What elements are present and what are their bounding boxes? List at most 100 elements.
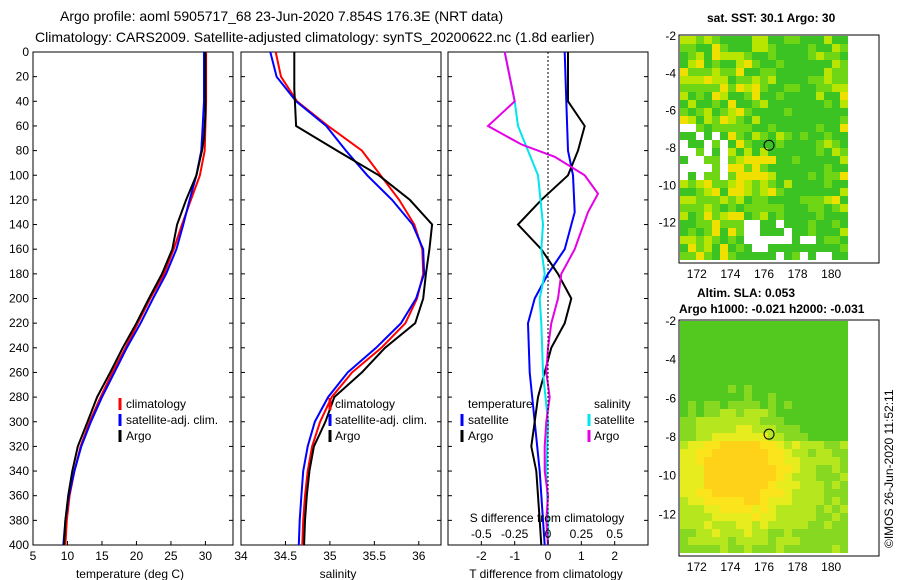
heatmap-cell <box>728 196 736 204</box>
heatmap-cell <box>784 537 792 545</box>
heatmap-cell <box>800 481 808 489</box>
heatmap-cell <box>712 441 720 449</box>
heatmap-cell <box>736 244 744 252</box>
heatmap-cell <box>680 188 688 196</box>
heatmap-cell <box>744 124 752 132</box>
heatmap-cell <box>784 140 792 148</box>
heatmap-cell <box>784 521 792 529</box>
heatmap-cell <box>840 337 848 345</box>
heatmap-cell <box>752 505 760 513</box>
heatmap-cell <box>816 92 824 100</box>
heatmap-cell <box>760 252 768 260</box>
heatmap-cell <box>816 196 824 204</box>
heatmap-cell <box>792 409 800 417</box>
heatmap-cell <box>800 353 808 361</box>
heatmap-cell <box>744 180 752 188</box>
heatmap-cell <box>704 513 712 521</box>
heatmap-cell <box>760 449 768 457</box>
heatmap-cell <box>776 140 784 148</box>
heatmap-cell <box>800 473 808 481</box>
heatmap-cell <box>840 513 848 521</box>
heatmap-cell <box>752 172 760 180</box>
heatmap-cell <box>768 92 776 100</box>
legend-title-temperature: temperature <box>468 397 533 411</box>
heatmap-cell <box>800 513 808 521</box>
heatmap-cell <box>704 36 712 44</box>
depth-tick-label: 40 <box>16 94 30 108</box>
heatmap-cell <box>728 337 736 345</box>
heatmap-cell <box>712 409 720 417</box>
heatmap-cell <box>800 497 808 505</box>
x-tick-label: 0 <box>545 549 552 563</box>
heatmap-cell <box>688 361 696 369</box>
heatmap-cell <box>712 521 720 529</box>
heatmap-cell <box>808 505 816 513</box>
heatmap-cell <box>768 116 776 124</box>
heatmap-cell <box>704 76 712 84</box>
heatmap-cell <box>688 481 696 489</box>
heatmap-cell <box>688 401 696 409</box>
heatmap-cell <box>696 220 704 228</box>
heatmap-cell <box>736 369 744 377</box>
heatmap-cell <box>824 529 832 537</box>
heatmap-cell <box>816 529 824 537</box>
heatmap-cell <box>736 321 744 329</box>
heatmap-cell <box>824 180 832 188</box>
heatmap-cell <box>824 156 832 164</box>
heatmap-cell <box>720 337 728 345</box>
heatmap-cell <box>840 36 848 44</box>
heatmap-cell <box>832 329 840 337</box>
heatmap-cell <box>688 172 696 180</box>
depth-tick-label: 100 <box>9 168 29 182</box>
heatmap-cell <box>760 401 768 409</box>
heatmap-cell <box>760 132 768 140</box>
heatmap-cell <box>688 220 696 228</box>
heatmap-cell <box>776 180 784 188</box>
s-difference-tick-label: 0 <box>545 527 552 541</box>
heatmap-cell <box>792 449 800 457</box>
s-difference-axis-label: S difference from climatology <box>470 511 625 525</box>
heatmap-cell <box>768 132 776 140</box>
heatmap-cell <box>696 180 704 188</box>
heatmap-cell <box>680 457 688 465</box>
heatmap-cell <box>792 44 800 52</box>
heatmap-cell <box>680 393 688 401</box>
heatmap-cell <box>744 465 752 473</box>
heatmap-cell <box>832 164 840 172</box>
heatmap-cell <box>800 76 808 84</box>
heatmap-cell <box>816 385 824 393</box>
heatmap-cell <box>680 521 688 529</box>
heatmap-cell <box>760 433 768 441</box>
heatmap-cell <box>752 321 760 329</box>
heatmap-cell <box>776 236 784 244</box>
heatmap-cell <box>832 377 840 385</box>
heatmap-cell <box>720 329 728 337</box>
heatmap-cell <box>744 196 752 204</box>
heatmap-cell <box>696 473 704 481</box>
heatmap-cell <box>768 188 776 196</box>
x-tick-label: -1 <box>509 549 520 563</box>
heatmap-cell <box>720 188 728 196</box>
heatmap-cell <box>704 204 712 212</box>
heatmap-cell <box>688 353 696 361</box>
heatmap-cell <box>776 409 784 417</box>
heatmap-cell <box>696 252 704 260</box>
heatmap-cell <box>824 228 832 236</box>
heatmap-cell <box>688 417 696 425</box>
heatmap-cell <box>776 465 784 473</box>
x-tick-label: 15 <box>95 549 109 563</box>
heatmap-cell <box>728 537 736 545</box>
heatmap-cell <box>696 92 704 100</box>
heatmap-cell <box>752 345 760 353</box>
heatmap-cell <box>680 321 688 329</box>
heatmap-cell <box>784 124 792 132</box>
heatmap-cell <box>712 425 720 433</box>
depth-tick-label: 140 <box>9 218 29 232</box>
map-lat-tick-label: -2 <box>665 314 676 328</box>
heatmap-cell <box>744 433 752 441</box>
heatmap-cell <box>688 188 696 196</box>
heatmap-cell <box>696 417 704 425</box>
heatmap-cell <box>832 84 840 92</box>
heatmap-cell <box>752 369 760 377</box>
heatmap-cell <box>744 409 752 417</box>
